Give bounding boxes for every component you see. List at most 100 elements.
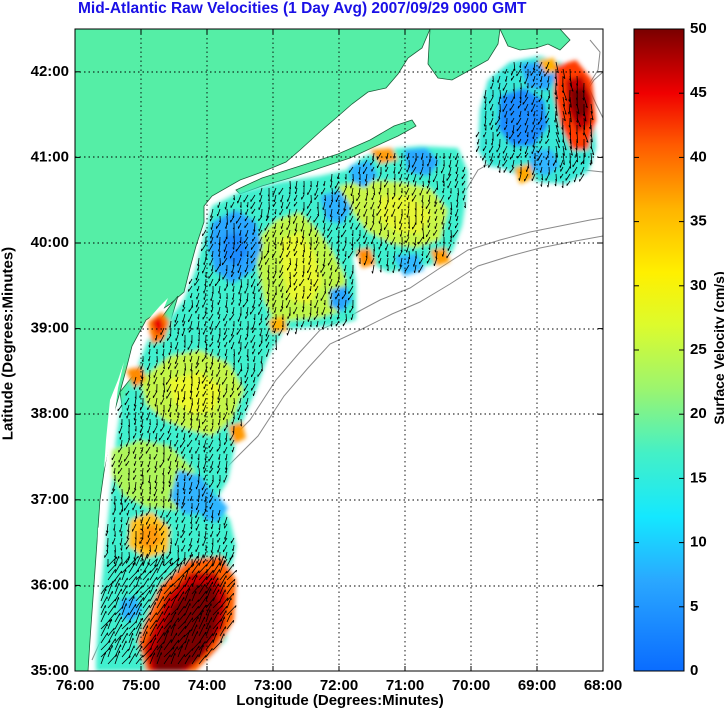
velocity-arrow-head <box>511 130 514 133</box>
velocity-arrow <box>142 562 150 574</box>
velocity-arrow <box>211 397 214 405</box>
velocity-arrow <box>272 187 277 196</box>
velocity-arrow <box>497 75 501 83</box>
velocity-arrow <box>342 320 347 327</box>
velocity-arrow-head <box>162 383 165 386</box>
velocity-arrow <box>196 355 200 365</box>
velocity-arrow <box>195 523 200 531</box>
velocity-arrow-head <box>281 317 284 320</box>
velocity-arrow <box>184 567 190 581</box>
velocity-arrow-head <box>154 514 156 517</box>
velocity-arrow-head <box>169 542 172 545</box>
velocity-arrow <box>323 257 326 267</box>
velocity-arrow-head <box>336 261 339 265</box>
velocity-arrow <box>244 376 249 384</box>
velocity-arrow <box>142 586 151 595</box>
velocity-arrow-head <box>442 180 444 183</box>
velocity-arrow-head <box>133 557 135 560</box>
velocity-arrow <box>184 655 191 665</box>
velocity-arrow <box>159 460 165 468</box>
velocity-arrow <box>114 597 119 609</box>
velocity-arrow <box>202 313 207 320</box>
velocity-arrow-head <box>541 178 543 181</box>
velocity-arrow <box>302 292 305 299</box>
velocity-arrow <box>426 187 431 194</box>
velocity-arrow <box>329 278 333 286</box>
velocity-arrow <box>246 257 249 265</box>
velocity-arrow-head <box>457 193 459 196</box>
velocity-arrow-head <box>554 183 557 187</box>
velocity-arrow <box>114 577 121 588</box>
velocity-arrow-head <box>246 254 249 258</box>
velocity-arrow-head <box>126 536 128 539</box>
velocity-arrow <box>121 564 130 574</box>
velocity-arrow-head <box>182 305 184 308</box>
velocity-arrow-head <box>239 212 242 216</box>
velocity-arrow <box>539 159 543 166</box>
velocity-arrow-head <box>554 92 556 95</box>
velocity-arrow <box>524 61 529 69</box>
velocity-arrow <box>121 640 127 651</box>
velocity-arrow <box>562 145 565 156</box>
velocity-arrow-head <box>476 142 479 145</box>
velocity-arrow <box>135 640 145 651</box>
velocity-arrow <box>153 376 158 385</box>
velocity-arrow <box>372 180 375 189</box>
velocity-arrow <box>254 292 256 300</box>
velocity-arrow <box>243 236 249 244</box>
velocity-arrow-head <box>162 481 164 484</box>
velocity-arrow <box>142 570 152 581</box>
velocity-arrow <box>533 110 536 117</box>
velocity-arrow-head <box>181 320 184 323</box>
velocity-arrow <box>457 194 459 203</box>
velocity-arrow-head <box>181 502 184 505</box>
velocity-arrow-head <box>414 184 416 187</box>
y-tick-label: 38:00 <box>31 405 69 422</box>
velocity-arrow <box>231 341 235 350</box>
velocity-arrow-head <box>120 502 122 505</box>
velocity-arrow <box>315 264 319 273</box>
velocity-arrow <box>335 264 340 273</box>
velocity-arrow <box>168 355 172 364</box>
velocity-arrow <box>226 555 234 567</box>
velocity-arrow-head <box>554 76 557 80</box>
velocity-arrow-head <box>147 383 149 386</box>
velocity-arrow <box>308 257 312 265</box>
velocity-arrow <box>546 96 550 103</box>
velocity-arrow <box>223 390 228 398</box>
velocity-arrow-head <box>322 220 324 223</box>
velocity-arrow <box>121 488 123 498</box>
velocity-arrow-head <box>330 268 332 271</box>
velocity-arrow-head <box>232 548 234 552</box>
velocity-arrow <box>189 348 193 356</box>
velocity-arrow-head <box>204 500 206 503</box>
velocity-arrow <box>265 215 270 222</box>
velocity-arrow-head <box>127 451 130 454</box>
velocity-arrow <box>128 590 139 602</box>
velocity-arrow <box>117 404 123 412</box>
velocity-arrow-head <box>302 260 304 264</box>
velocity-arrow-head <box>218 263 221 267</box>
velocity-arrow <box>287 243 291 250</box>
velocity-arrow <box>114 551 116 558</box>
velocity-arrow-head <box>427 211 430 215</box>
velocity-arrow <box>195 306 200 314</box>
velocity-arrow-head <box>386 200 389 203</box>
velocity-arrow-head <box>232 198 235 201</box>
velocity-arrow <box>509 103 515 111</box>
velocity-arrow-head <box>406 157 408 160</box>
velocity-arrow <box>223 362 228 369</box>
velocity-arrow-head <box>238 292 240 295</box>
velocity-arrow <box>212 632 217 644</box>
velocity-arrow <box>100 585 108 595</box>
velocity-arrow-head <box>119 543 121 546</box>
velocity-arrow-head <box>518 178 520 181</box>
velocity-arrow <box>203 446 207 453</box>
x-tick-label: 70:00 <box>452 677 490 694</box>
velocity-arrow <box>121 557 130 567</box>
velocity-arrow <box>224 530 228 540</box>
velocity-arrow-head <box>564 148 567 151</box>
velocity-arrow <box>181 348 186 355</box>
velocity-arrow-head <box>337 205 340 208</box>
velocity-arrow <box>320 292 326 301</box>
